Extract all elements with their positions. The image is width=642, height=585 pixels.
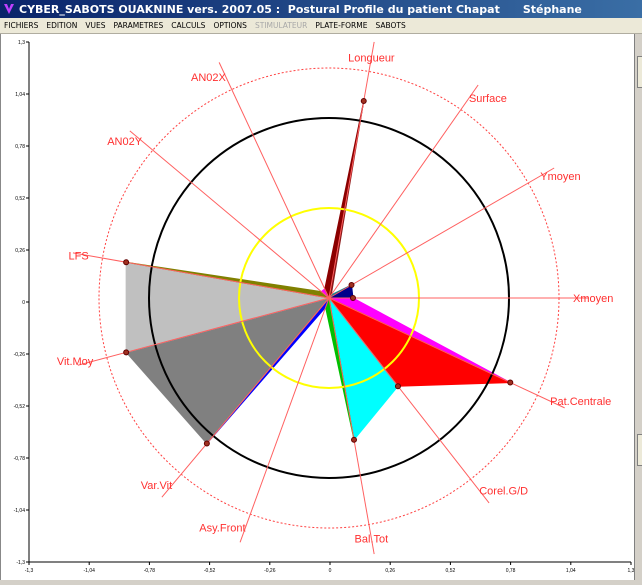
- x-tick-label: -0,52: [204, 568, 216, 574]
- axis-label: Var.Vit: [141, 480, 172, 492]
- spoke-line: [328, 84, 479, 299]
- vertex-marker: [351, 436, 358, 443]
- axis-label: Bal.Tot: [355, 533, 389, 545]
- axis-label: Surface: [469, 93, 507, 105]
- x-tick-label: 0: [329, 568, 332, 574]
- axis-label: Asy.Front: [199, 522, 245, 534]
- radar-chart: 1,3 1,04 0,78 0,52 0,26 0 -0,26 -0,52 -0,78 -1,04…: [14, 40, 635, 574]
- menu-vues[interactable]: VUES: [85, 21, 106, 30]
- axis-label: Pat.Centrale: [550, 396, 611, 408]
- vertex-marker: [350, 295, 356, 301]
- right-scrollbar[interactable]: [634, 34, 642, 580]
- radar-sector: [324, 100, 365, 300]
- plot-area: 1,3 1,04 0,78 0,52 0,26 0 -0,26 -0,52 -0,78 -1,04…: [0, 34, 635, 580]
- spoke-line: [129, 130, 330, 299]
- menu-calculs[interactable]: CALCULS: [171, 21, 206, 30]
- spoke-line: [328, 167, 555, 299]
- menu-stimulateur: STIMULATEUR: [254, 21, 308, 30]
- menu-plate-forme[interactable]: PLATE-FORME: [315, 21, 368, 30]
- spoke-line: [218, 62, 330, 299]
- axis-label: AN02X: [191, 72, 227, 84]
- y-tick-label: 0,78: [15, 144, 25, 150]
- title-bar[interactable]: CYBER_SABOTS OUAKNINE vers. 2007.05 : Po…: [0, 0, 642, 18]
- y-tick-label: 1,04: [15, 92, 25, 98]
- vertex-marker: [123, 349, 130, 356]
- scroll-handle-top[interactable]: [637, 56, 642, 88]
- x-tick-label: 1,04: [566, 568, 576, 574]
- y-tick-label: 0: [22, 300, 25, 306]
- spoke-line: [328, 297, 375, 555]
- axis-label: Corel.G/D: [479, 485, 528, 497]
- x-tick-label: 0,26: [385, 568, 395, 574]
- menu-edition[interactable]: EDITION: [46, 21, 78, 30]
- x-tick-label: -0,26: [264, 568, 276, 574]
- y-tick-label: -0,78: [14, 456, 26, 462]
- menu-options[interactable]: OPTIONS: [213, 21, 247, 30]
- spoke-line: [328, 297, 565, 409]
- axis-label: Ymoyen: [540, 171, 580, 183]
- vertex-marker: [203, 440, 210, 447]
- x-tick-label: -1,3: [25, 568, 34, 574]
- x-tick-label: 0,78: [506, 568, 516, 574]
- spoke-line: [77, 297, 330, 366]
- vertex-marker: [507, 379, 514, 386]
- spoke-line: [161, 297, 330, 498]
- y-tick-label: 0,52: [15, 196, 25, 202]
- axis-label: Longueur: [348, 53, 395, 65]
- axis-label: Vit.Moy: [57, 356, 94, 368]
- menu-bar: FICHIERS EDITION VUES PARAMETRES CALCULS…: [0, 18, 642, 34]
- vertex-marker: [123, 259, 130, 266]
- axis-label: Xmoyen: [573, 293, 613, 305]
- x-tick-label: 0,52: [446, 568, 456, 574]
- menu-parametres[interactable]: PARAMETRES: [113, 21, 164, 30]
- y-tick-label: -1,3: [16, 560, 25, 566]
- window-title: CYBER_SABOTS OUAKNINE vers. 2007.05 : Po…: [19, 2, 582, 16]
- menu-sabots[interactable]: SABOTS: [375, 21, 406, 30]
- x-tick-label: -0,78: [144, 568, 156, 574]
- vertex-marker: [360, 98, 367, 105]
- spoke-line: [72, 252, 330, 299]
- x-tick-label: 1,3: [628, 568, 635, 574]
- vertex-marker: [348, 282, 355, 288]
- app-logo-icon: [4, 4, 14, 14]
- y-tick-label: 0,26: [15, 248, 25, 254]
- y-tick-label: -0,52: [14, 404, 26, 410]
- spoke-line: [328, 41, 375, 299]
- vertex-marker: [394, 383, 401, 390]
- y-tick-label: 1,3: [18, 40, 25, 46]
- scroll-handle-bottom[interactable]: [637, 434, 642, 466]
- y-tick-label: -0,26: [14, 352, 26, 358]
- y-tick-label: -1,04: [14, 508, 26, 514]
- spoke-line: [328, 297, 490, 504]
- x-tick-label: -1,04: [83, 568, 95, 574]
- axis-label: AN02Y: [107, 136, 143, 148]
- spoke-line: [239, 297, 330, 543]
- axis-label: LFS: [69, 251, 89, 263]
- menu-fichiers[interactable]: FICHIERS: [4, 21, 39, 30]
